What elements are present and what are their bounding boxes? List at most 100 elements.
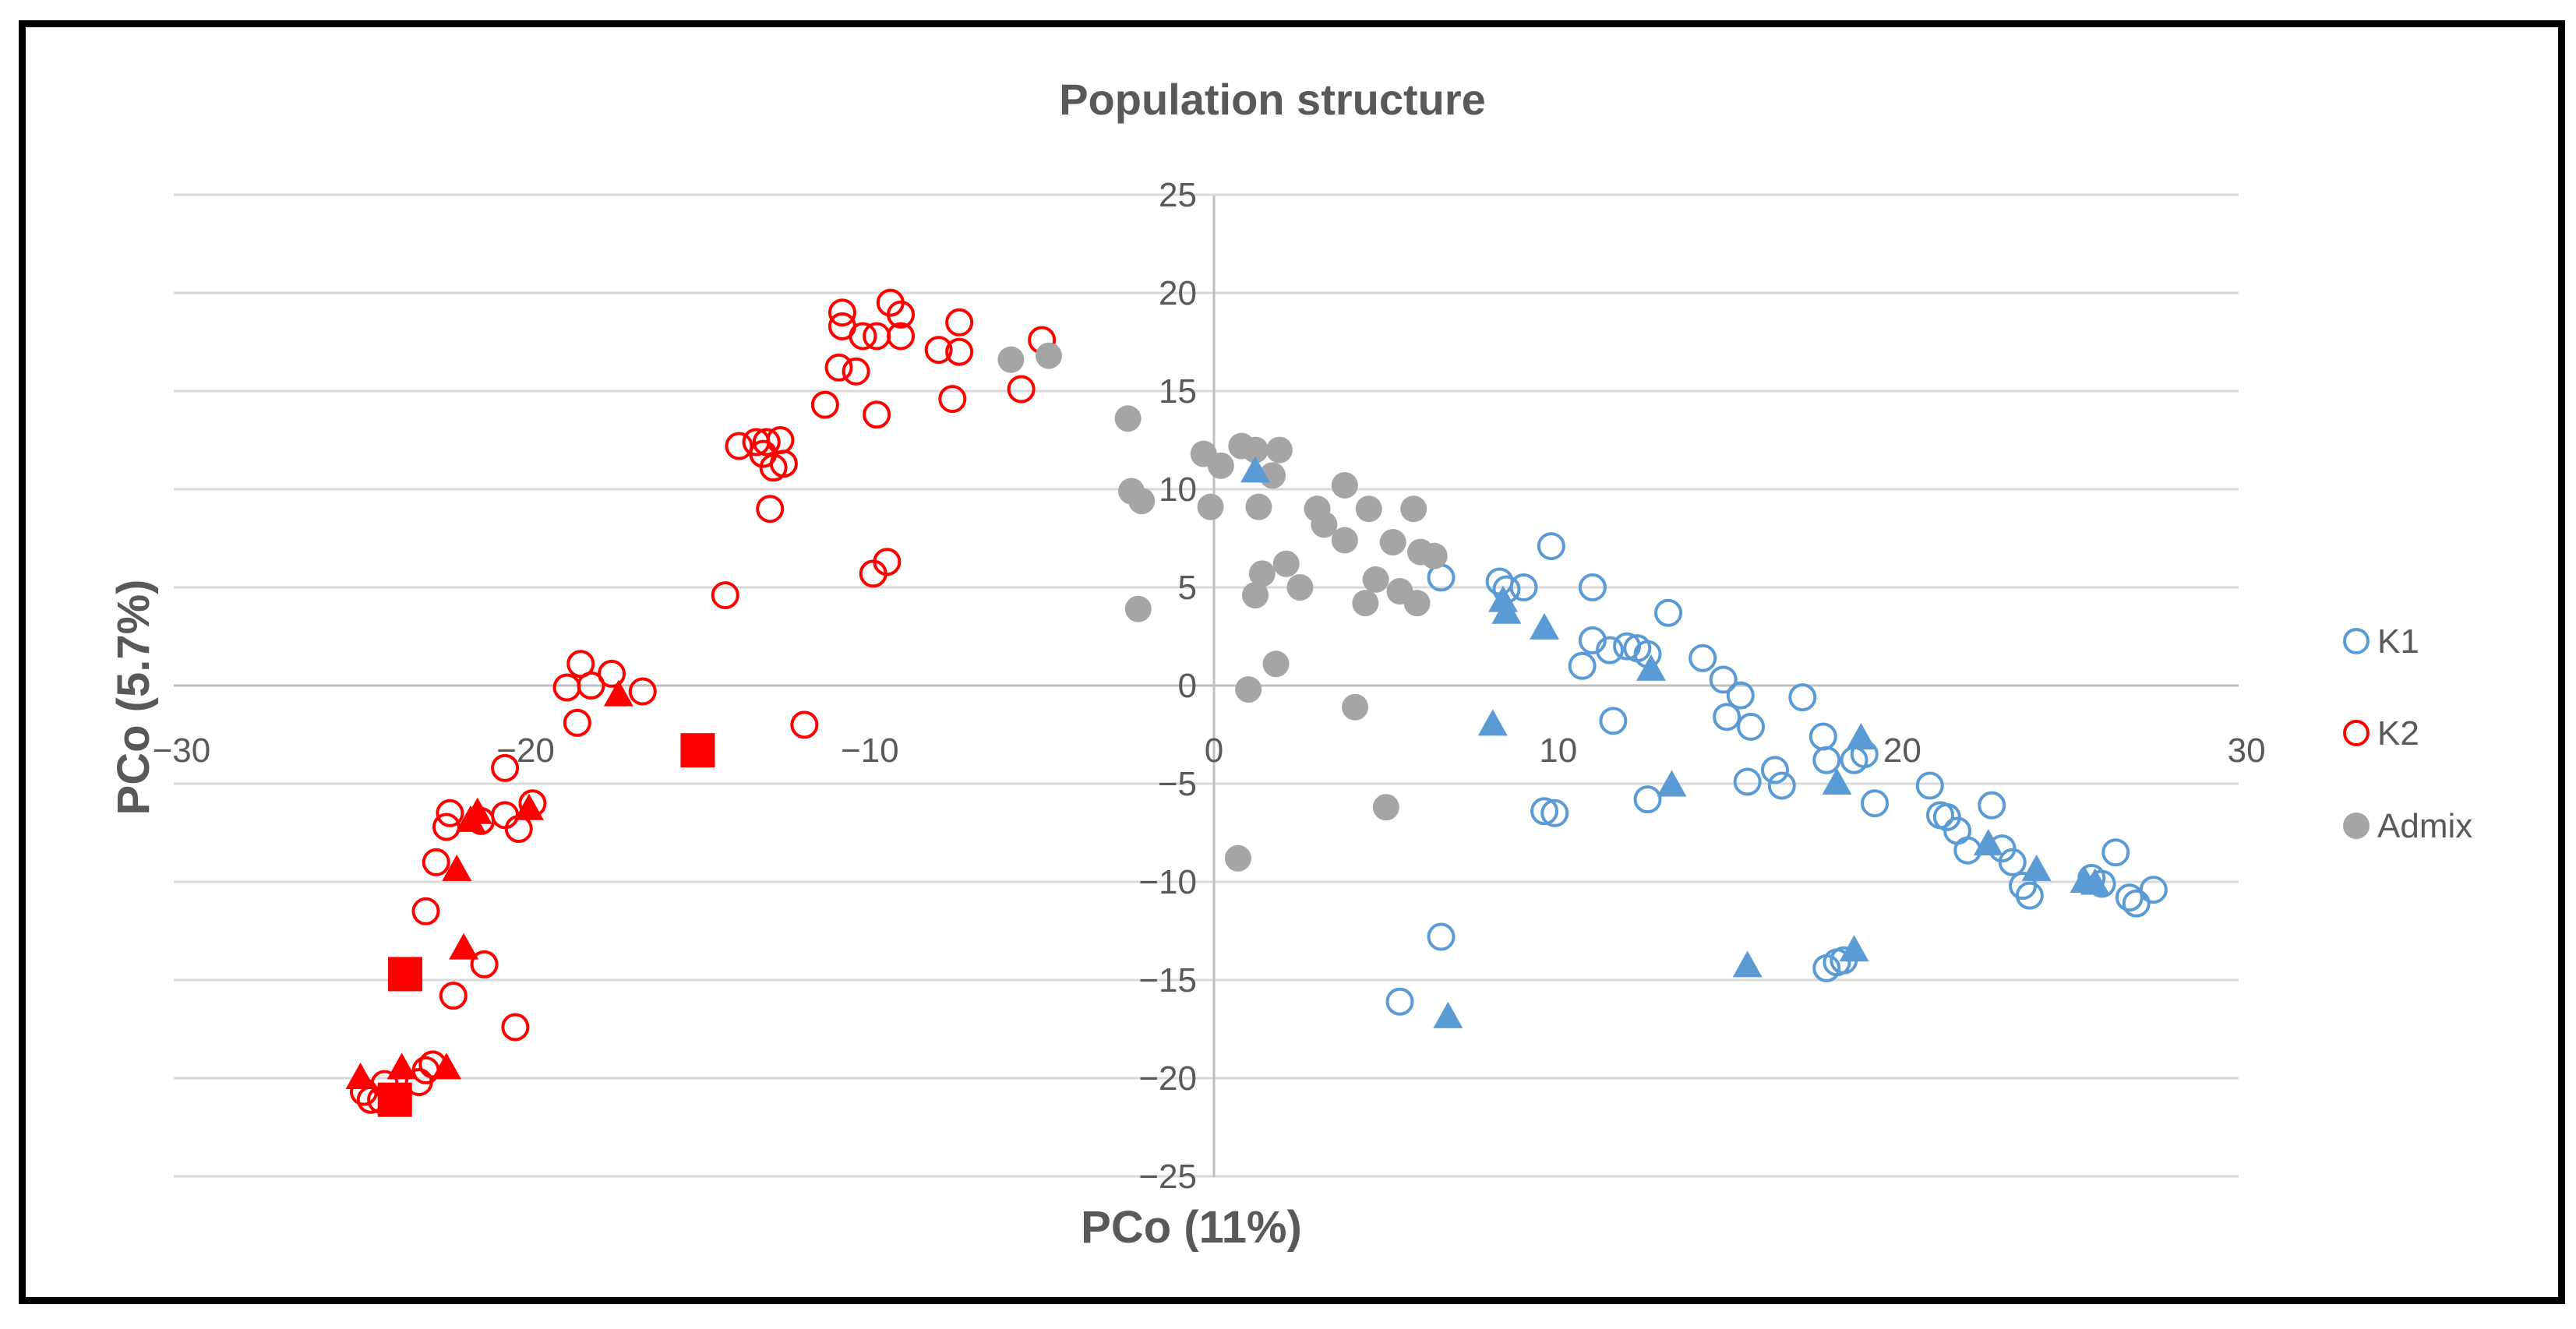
point-k2 — [491, 753, 520, 782]
y-tick-label: −25 — [1138, 1158, 1197, 1196]
x-tick-label: 10 — [1539, 731, 1577, 770]
triangle-point-k2 — [603, 679, 633, 707]
point-k1 — [2015, 881, 2044, 910]
point-admix — [1224, 844, 1251, 872]
point-k2 — [827, 298, 856, 327]
point-admix — [1245, 493, 1272, 520]
point-admix — [1331, 527, 1358, 554]
triangle-point-k1 — [2021, 854, 2052, 881]
point-admix — [1286, 574, 1314, 601]
y-tick-label: −5 — [1158, 765, 1197, 803]
point-k2 — [790, 710, 819, 739]
point-k2 — [887, 300, 916, 329]
point-k1 — [1808, 722, 1837, 751]
point-k1 — [1737, 712, 1766, 741]
data-points — [345, 288, 2168, 1117]
point-admix — [1342, 693, 1369, 721]
point-k1 — [1709, 665, 1738, 694]
triangle-point-k1 — [2080, 868, 2110, 895]
triangle-point-k1 — [1973, 829, 2003, 856]
triangle-point-k1 — [1477, 709, 1508, 736]
point-k1 — [1530, 797, 1559, 826]
point-admix — [997, 346, 1025, 373]
square-point-k2 — [377, 1082, 412, 1117]
point-k2 — [863, 400, 891, 429]
triangle-point-k1 — [1636, 654, 1666, 681]
point-k2 — [849, 322, 877, 351]
point-admix — [1114, 405, 1142, 432]
x-tick-label: 0 — [1205, 731, 1223, 770]
point-admix — [1352, 590, 1379, 617]
point-admix — [1372, 794, 1399, 821]
y-tick-labels: 25 20 15 10 5 0 −5 −10 −15 −20 −25 — [1138, 176, 1197, 1196]
point-k1 — [1812, 746, 1841, 774]
point-k1 — [2139, 876, 2168, 904]
triangle-point-k1 — [1530, 612, 1560, 640]
point-k1 — [1540, 798, 1569, 827]
point-k1 — [1915, 771, 1944, 800]
point-admix — [1235, 676, 1262, 703]
point-admix — [1355, 495, 1382, 523]
point-admix — [1242, 436, 1269, 464]
point-k2 — [769, 449, 798, 478]
chart-frame: 25 20 15 10 5 0 −5 −10 −15 −20 −25 −30 −20 −10 0 10 20 3… — [19, 20, 2565, 1304]
point-k1 — [1385, 987, 1414, 1016]
point-k2 — [404, 1068, 433, 1097]
point-k1 — [1578, 573, 1607, 601]
triangle-point-k1 — [1732, 950, 1763, 978]
y-tick-label: 20 — [1159, 274, 1197, 312]
triangle-point-k2 — [455, 805, 485, 832]
point-admix — [1400, 495, 1427, 523]
y-tick-label: −10 — [1138, 863, 1197, 901]
point-k2 — [711, 581, 739, 610]
triangle-point-k1 — [1433, 1001, 1463, 1028]
x-tick-labels: −30 −20 −10 0 10 20 30 — [153, 731, 2266, 770]
axes — [174, 196, 2239, 1177]
point-admix — [1403, 590, 1431, 617]
triangle-point-k1 — [1846, 723, 1876, 750]
point-k1 — [1861, 789, 1890, 818]
triangle-point-k1 — [1657, 770, 1687, 797]
x-tick-label: 30 — [2228, 731, 2266, 770]
point-k2 — [470, 950, 499, 978]
point-k2 — [628, 677, 657, 706]
point-admix — [1128, 488, 1156, 515]
y-tick-label: 15 — [1159, 372, 1197, 411]
chart-title: Population structure — [1059, 75, 1486, 124]
legend-marker-k2 — [2343, 720, 2370, 746]
point-admix — [1272, 550, 1300, 577]
triangle-point-k2 — [432, 1052, 462, 1080]
point-k2 — [598, 659, 626, 688]
triangle-point-k2 — [449, 932, 479, 960]
point-k2 — [863, 322, 891, 351]
point-k1 — [1713, 703, 1741, 731]
triangle-point-k1 — [1491, 597, 1522, 624]
point-k1 — [1599, 707, 1628, 735]
x-tick-label: −30 — [153, 731, 211, 770]
x-axis-title: PCo (11%) — [1081, 1202, 1302, 1253]
x-tick-label: 20 — [1883, 731, 1921, 770]
point-k1 — [1654, 598, 1683, 627]
triangle-point-k2 — [386, 1052, 417, 1080]
triangle-point-k1 — [1240, 456, 1271, 483]
point-k2 — [422, 848, 450, 876]
point-k1 — [1537, 532, 1565, 561]
legend: K1 K2 Admix — [2343, 622, 2472, 845]
point-k1 — [2115, 883, 2144, 912]
point-admix — [1311, 511, 1338, 538]
point-k1 — [2101, 838, 2130, 867]
legend-marker-k1 — [2343, 628, 2370, 654]
x-tick-label: −20 — [496, 731, 555, 770]
point-k2 — [439, 982, 468, 1010]
y-tick-label: 5 — [1178, 569, 1197, 607]
point-k2 — [810, 390, 839, 419]
point-admix — [1331, 471, 1358, 499]
point-k2 — [436, 798, 464, 827]
point-k1 — [1689, 643, 1717, 672]
legend-label-k2: K2 — [2377, 714, 2419, 753]
point-k2 — [824, 353, 853, 382]
point-k2 — [411, 897, 440, 925]
point-k2 — [945, 337, 974, 366]
legend-marker-admix — [2343, 813, 2370, 839]
